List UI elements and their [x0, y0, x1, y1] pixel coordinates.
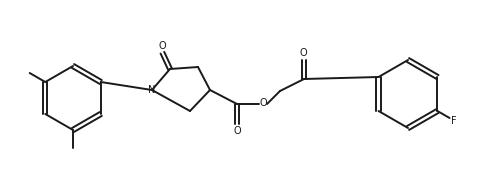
Text: O: O — [299, 48, 307, 58]
Text: O: O — [259, 98, 267, 108]
Text: O: O — [233, 126, 241, 136]
Text: N: N — [148, 85, 156, 95]
Text: O: O — [159, 41, 166, 51]
Text: F: F — [451, 116, 456, 126]
